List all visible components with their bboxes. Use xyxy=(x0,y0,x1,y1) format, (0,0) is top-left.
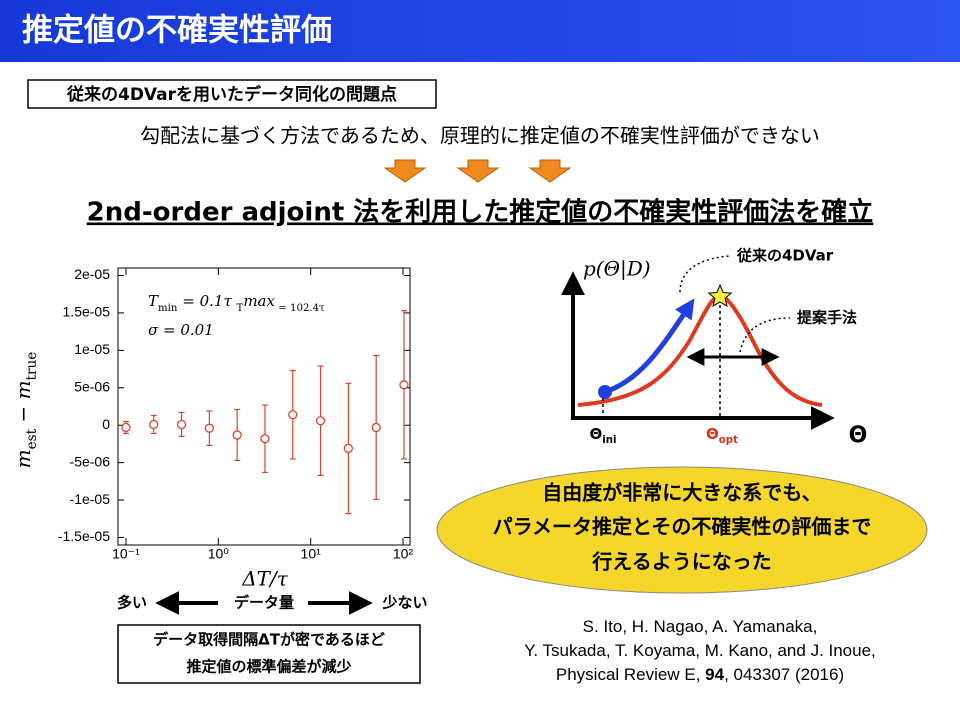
text-part: Y. Tsukada, T. Koyama, M. Kano, and J. I… xyxy=(524,641,876,660)
y-tick-label: -5e-06 xyxy=(70,453,111,469)
x-tick-label: 10⁻¹ xyxy=(112,546,140,562)
text-part: ini xyxy=(602,435,616,446)
text-part: Physical Review E, xyxy=(556,665,705,684)
leader xyxy=(739,317,791,353)
highlight-line: パラメータ推定とその不確実性の評価まで xyxy=(493,515,872,539)
text-part: min xyxy=(158,303,178,314)
citation-line: S. Ito, H. Nagao, A. Yamanaka, xyxy=(583,617,818,636)
conventional-path xyxy=(604,298,695,395)
x-axis-label: ΔT/τ xyxy=(241,567,289,591)
problem-label-box xyxy=(27,79,437,109)
data-amount-left: 多い xyxy=(117,594,147,612)
annotation: Tmin = 0.1τ Tmax = 102.4τ xyxy=(148,292,325,314)
data-point xyxy=(204,423,215,433)
data-amount-center: データ量 xyxy=(234,594,294,612)
text-part: T xyxy=(237,303,244,314)
text-part: , 043307 (2016) xyxy=(724,665,844,684)
citation-line: Physical Review E, 94, 043307 (2016) xyxy=(556,665,844,684)
highlight-ellipse xyxy=(436,466,928,594)
y-tick-label: 5e-06 xyxy=(74,378,110,394)
header-bar xyxy=(0,0,960,62)
data-point xyxy=(343,443,354,454)
citation: S. Ito, H. Nagao, A. Yamanaka, Y. Tsukada… xyxy=(524,617,876,684)
note-line: データ取得間隔ΔTが密であるほど xyxy=(153,631,385,649)
x-tick-label: 10¹ xyxy=(301,546,322,562)
text-part: = 102.4τ xyxy=(275,303,325,314)
y-tick-label: 1.5e-05 xyxy=(63,304,111,320)
data-amount-right: 少ない xyxy=(381,594,427,612)
y-tick-label: 2e-05 xyxy=(74,266,110,282)
problem-text: 勾配法に基づく方法であるため、原理的に推定値の不確実性評価ができない xyxy=(140,124,820,148)
text-part: − m xyxy=(11,380,35,428)
title: 推定値の不確実性評価 xyxy=(22,13,332,49)
x-tick-label: 10⁰ xyxy=(208,546,230,562)
text-part: σ = 0.01 xyxy=(148,321,214,339)
data-point xyxy=(371,422,381,433)
text-part: est xyxy=(24,428,40,449)
y-axis-label: mest − mtrue xyxy=(11,352,40,469)
text-part: true xyxy=(24,352,40,381)
text-part: T xyxy=(148,292,159,310)
citation-line: Y. Tsukada, T. Koyama, M. Kano, and J. I… xyxy=(524,641,876,660)
plot-frame xyxy=(117,267,411,546)
data-point xyxy=(176,419,187,430)
data-point xyxy=(315,416,326,426)
highlight-line: 自由度が非常に大きな系でも、 xyxy=(542,481,821,505)
text-part: = 0.1τ xyxy=(178,292,237,310)
data-point xyxy=(121,422,131,433)
diagram xyxy=(561,255,835,430)
note-box xyxy=(117,624,421,684)
label-proposed: 提案手法 xyxy=(797,309,857,327)
text-part: 94 xyxy=(705,665,724,684)
annotation: σ = 0.01 xyxy=(148,321,214,339)
initial-point xyxy=(598,385,612,399)
label-conventional: 従来の4DVar xyxy=(736,247,834,265)
data-point xyxy=(399,380,409,390)
y-tick-label: 0 xyxy=(102,416,110,432)
leader xyxy=(679,255,731,293)
text-part: max xyxy=(243,292,275,310)
y-tick-label: -1e-05 xyxy=(70,491,111,507)
theta-ini: Θini xyxy=(589,425,616,446)
theta-opt: Θopt xyxy=(706,425,738,446)
down-arrows xyxy=(383,159,572,183)
highlight-line: 行えるようになった xyxy=(591,550,771,574)
text-part: opt xyxy=(719,435,738,446)
note-line: 推定値の標準偏差が減少 xyxy=(186,658,351,676)
text-part: Θ xyxy=(706,425,719,443)
data-point xyxy=(288,410,298,420)
diagram-x-label: Θ xyxy=(849,423,868,448)
problem-label: 従来の4DVarを用いたデータ同化の問題点 xyxy=(66,84,397,105)
data-point xyxy=(232,430,242,440)
data-point xyxy=(260,434,270,444)
solution-text: 2nd-order adjoint 法を利用した推定値の不確実性評価法を確立 xyxy=(87,197,874,228)
text-part: Θ xyxy=(589,425,602,443)
x-tick-label: 10² xyxy=(393,546,414,562)
optimum-star xyxy=(707,283,733,308)
y-tick-label: -1.5e-05 xyxy=(58,528,110,544)
diagram-y-label: p(Θ|D) xyxy=(583,257,651,282)
y-tick-label: 1e-05 xyxy=(74,341,110,357)
text-part: m xyxy=(11,449,35,468)
data-point xyxy=(149,419,159,430)
text-part: S. Ito, H. Nagao, A. Yamanaka, xyxy=(583,617,818,636)
